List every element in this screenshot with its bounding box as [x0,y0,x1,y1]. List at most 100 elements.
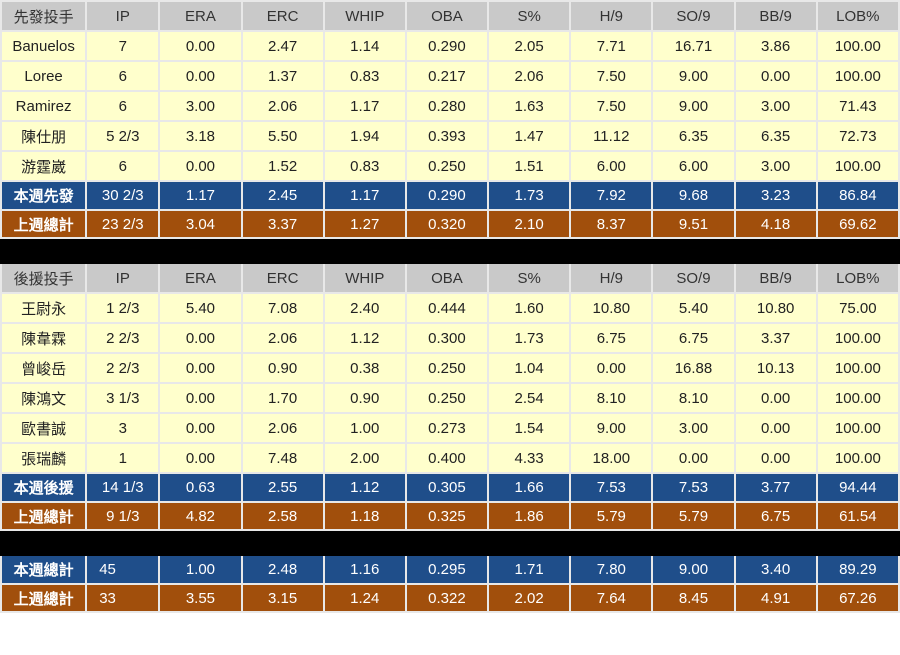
stat-cell: 2.06 [240,322,325,354]
stat-cell: 0.290 [404,180,490,211]
stat-cell: 23 2/3 [85,209,161,239]
stat-cell: 7.71 [569,30,654,62]
stat-cell: 100.00 [815,322,900,354]
stat-cell: 14 1/3 [85,472,161,503]
stat-cell: 100.00 [815,30,900,62]
stat-cell: H/9 [569,262,654,294]
separator [0,237,900,264]
stat-cell: 0.00 [733,382,818,414]
stat-cell: IP [85,0,161,32]
stat-cell: 3.00 [158,90,243,122]
stat-cell: 89.29 [815,554,900,585]
stat-cell: 2.00 [322,442,407,474]
stat-cell: 6.00 [651,150,736,182]
pitcher-row: 張瑞麟 1 0.00 7.48 2.00 0.400 4.33 18.00 0.00 0.00 10… [0,442,900,474]
stat-cell: 10.13 [733,352,818,384]
stat-cell: 18.00 [569,442,654,474]
stat-cell: 0.217 [404,60,490,92]
stat-cell: 1.73 [487,322,572,354]
stat-cell: 1.00 [158,554,243,585]
stat-cell: BB/9 [733,0,818,32]
stat-cell: 0.325 [404,501,490,531]
stat-cell: WHIP [322,262,407,294]
this-week-row: 本週後援 14 1/3 0.63 2.55 1.12 0.305 1.66 7.53 7.53 3… [0,472,900,503]
stat-cell: 7.08 [240,292,325,324]
stat-cell: 2.58 [240,501,325,531]
row-label: 本週總計 [0,554,88,585]
row-label: 上週總計 [0,501,88,531]
stat-cell: 7.53 [569,472,654,503]
stat-cell: 2 2/3 [85,322,161,354]
stat-cell: 0.90 [322,382,407,414]
total-this-week-row: 本週總計 45 1.00 2.48 1.16 0.295 1.71 7.80 9.00 3.40 8… [0,554,900,585]
stat-cell: 1.27 [322,209,407,239]
stat-cell: ERC [240,0,325,32]
stat-cell: 0.00 [651,442,736,474]
stat-cell: 45 [85,554,161,585]
stat-cell: 1.24 [322,583,407,613]
stat-cell: 69.62 [815,209,900,239]
row-label: 陳鴻文 [0,382,88,414]
stat-cell: 0.00 [158,412,243,444]
stat-cell: 5.79 [651,501,736,531]
stat-cell: 67.26 [815,583,900,613]
stat-cell: 5.40 [651,292,736,324]
stat-cell: 0.320 [404,209,490,239]
last-week-row: 上週總計 9 1/3 4.82 2.58 1.18 0.325 1.86 5.79 5.79 6.… [0,501,900,531]
stat-cell: 9.00 [651,554,736,585]
stat-cell: 3.37 [733,322,818,354]
stat-cell: 2.10 [487,209,572,239]
stat-cell: 4.18 [733,209,818,239]
stat-cell: OBA [404,0,490,32]
stat-cell: 6.75 [651,322,736,354]
stat-cell: 4.33 [487,442,572,474]
stat-cell: 8.37 [569,209,654,239]
stat-cell: 2 2/3 [85,352,161,384]
stat-cell: 0.00 [158,150,243,182]
stat-cell: 7 [85,30,161,62]
stat-cell: 0.00 [158,382,243,414]
stat-cell: 0.250 [404,382,490,414]
stat-cell: 100.00 [815,150,900,182]
stat-cell: 1.86 [487,501,572,531]
stat-cell: 1.63 [487,90,572,122]
stat-cell: 1.18 [322,501,407,531]
row-label: 王尉永 [0,292,88,324]
stat-cell: 1.51 [487,150,572,182]
stat-cell: BB/9 [733,262,818,294]
stat-cell: 8.45 [651,583,736,613]
stat-cell: 11.12 [569,120,654,152]
stat-cell: 1.66 [487,472,572,503]
stat-cell: 0.444 [404,292,490,324]
stat-cell: 0.90 [240,352,325,384]
stat-cell: 0.400 [404,442,490,474]
stat-cell: 0.273 [404,412,490,444]
stat-cell: 30 2/3 [85,180,161,211]
stat-cell: 100.00 [815,412,900,444]
stat-cell: 6.75 [733,501,818,531]
stat-cell: 8.10 [569,382,654,414]
stat-cell: 2.47 [240,30,325,62]
pitcher-row: 陳韋霖 2 2/3 0.00 2.06 1.12 0.300 1.73 6.75 6.75 3.3… [0,322,900,354]
stat-cell: 0.322 [404,583,490,613]
stat-cell: 5.50 [240,120,325,152]
stat-cell: 3.40 [733,554,818,585]
stat-cell: 100.00 [815,352,900,384]
pitcher-row: 游霆崴 6 0.00 1.52 0.83 0.250 1.51 6.00 6.00 3.00 100… [0,150,900,182]
stat-cell: S% [487,0,572,32]
stat-cell: 3 1/3 [85,382,161,414]
stat-cell: 1.12 [322,322,407,354]
stat-cell: 2.54 [487,382,572,414]
stat-cell: 9.68 [651,180,736,211]
stat-cell: LOB% [815,0,900,32]
pitcher-row: Loree 6 0.00 1.37 0.83 0.217 2.06 7.50 9.00 0.00 1… [0,60,900,92]
stat-cell: 0.00 [158,442,243,474]
stat-cell: 1.94 [322,120,407,152]
stat-cell: 1.17 [322,90,407,122]
pitcher-row: Ramirez 6 3.00 2.06 1.17 0.280 1.63 7.50 9.00 3.0… [0,90,900,122]
stat-cell: ERA [158,262,243,294]
stat-cell: 16.88 [651,352,736,384]
stat-cell: 6.00 [569,150,654,182]
stat-cell: 1.17 [158,180,243,211]
stat-cell: 3.15 [240,583,325,613]
